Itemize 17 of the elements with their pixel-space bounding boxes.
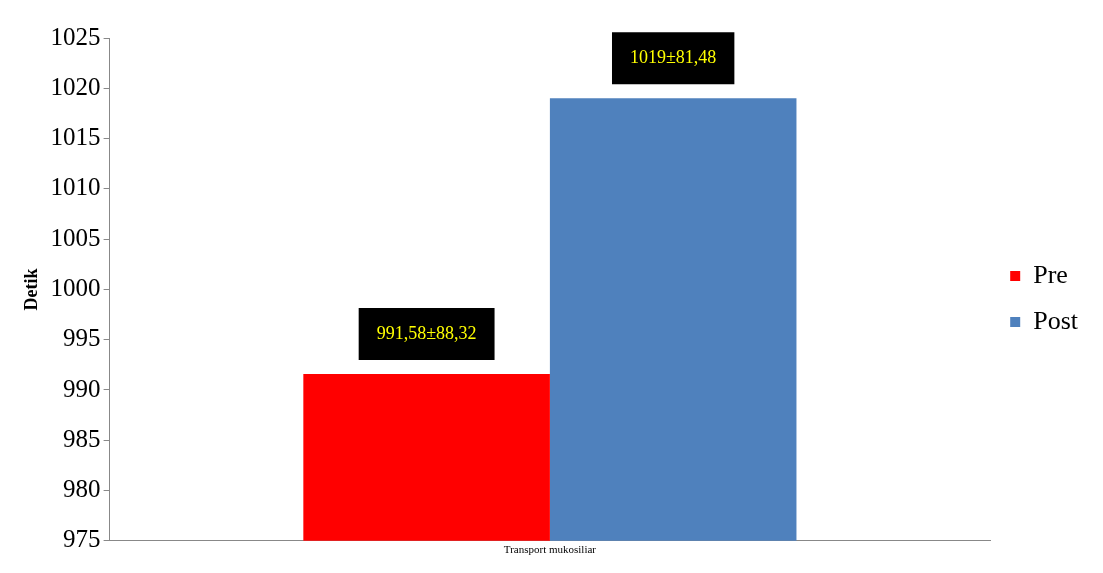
y-tick-label: 985 [63, 424, 101, 452]
y-axis-title: Detik [21, 268, 42, 311]
y-tick-label: 1000 [50, 273, 101, 301]
y-tick-label: 975 [63, 525, 101, 553]
legend-label: Post [1033, 305, 1079, 335]
y-tick-label: 1025 [50, 22, 101, 50]
legend-label: Pre [1033, 259, 1068, 289]
data-label: 991,58±88,32 [376, 322, 477, 343]
y-tick-label: 990 [63, 374, 101, 402]
y-tick-label: 980 [63, 475, 101, 503]
data-label: 1019±81,48 [629, 47, 717, 68]
y-tick-label: 1020 [50, 72, 101, 100]
y-tick-label: 1005 [50, 223, 101, 251]
x-tick-label: Transport mukosiliar [503, 543, 597, 556]
y-tick-label: 1015 [50, 123, 101, 151]
y-tick-label: 1010 [50, 173, 101, 201]
y-tick-label: 995 [63, 324, 101, 352]
